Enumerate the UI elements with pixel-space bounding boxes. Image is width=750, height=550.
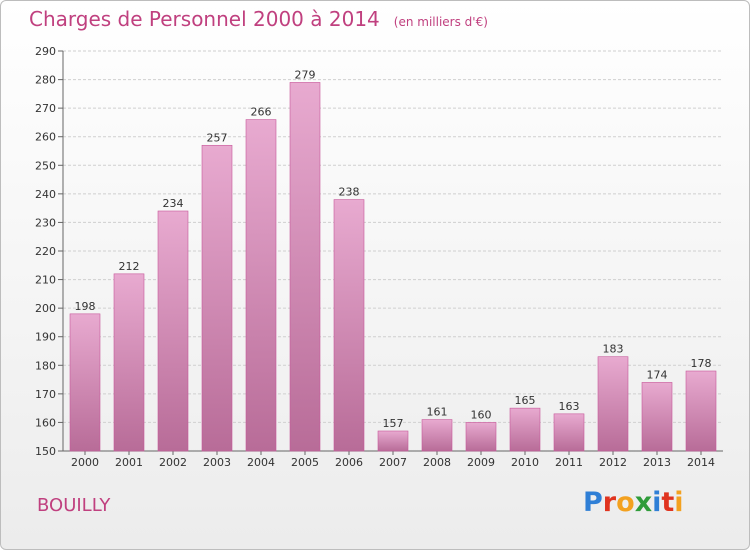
x-tick-label: 2007	[379, 456, 407, 469]
bar	[201, 144, 233, 452]
bar	[333, 199, 365, 452]
data-label: 257	[207, 131, 228, 144]
y-tick-label: 170	[35, 388, 56, 401]
data-label: 279	[295, 68, 316, 81]
x-tick-label: 2012	[599, 456, 627, 469]
bar	[465, 422, 497, 452]
bar	[69, 313, 101, 452]
chart-subtitle: (en milliers d'€)	[393, 15, 488, 29]
bar	[685, 370, 717, 452]
data-label: 234	[163, 197, 184, 210]
x-tick-label: 2000	[71, 456, 99, 469]
data-label: 165	[515, 394, 536, 407]
data-label: 238	[339, 186, 360, 199]
y-tick-label: 280	[35, 74, 56, 87]
y-tick-label: 220	[35, 245, 56, 258]
data-label: 161	[427, 406, 448, 419]
bar	[509, 407, 541, 452]
bar	[113, 273, 145, 452]
x-tick-labels: 2000 2001 2002 2003 2004 2005 2006 2007 2008 2009…	[71, 456, 715, 469]
data-label: 212	[119, 260, 140, 273]
x-tick-label: 2011	[555, 456, 583, 469]
y-tick-label: 210	[35, 274, 56, 287]
x-tick-label: 2006	[335, 456, 363, 469]
data-label: 163	[559, 400, 580, 413]
bar	[421, 419, 453, 452]
data-label: 157	[383, 417, 404, 430]
y-tick-label: 240	[35, 188, 56, 201]
bar	[289, 82, 321, 452]
data-label: 178	[691, 357, 712, 370]
x-tick-label: 2001	[115, 456, 143, 469]
commune-name: BOUILLY	[37, 495, 111, 516]
y-tick-label: 190	[35, 331, 56, 344]
x-tick-label: 2008	[423, 456, 451, 469]
x-tick-label: 2003	[203, 456, 231, 469]
chart-title-block: Charges de Personnel 2000 à 2014 (en mill…	[29, 7, 488, 31]
bar	[553, 413, 585, 452]
y-tick-label: 160	[35, 416, 56, 429]
chart-title: Charges de Personnel 2000 à 2014	[29, 7, 380, 31]
bars	[69, 82, 717, 452]
x-tick-label: 2010	[511, 456, 539, 469]
bar	[245, 119, 277, 452]
bar	[641, 382, 673, 452]
x-tick-label: 2009	[467, 456, 495, 469]
x-tick-label: 2013	[643, 456, 671, 469]
proxiti-logo: Proxiti	[583, 487, 684, 518]
y-tick-labels: 150 160 170 180 190 200 210 220 230 240 250 260 270 2…	[35, 45, 56, 458]
y-tick-label: 270	[35, 102, 56, 115]
bar	[377, 430, 409, 452]
y-tick-label: 290	[35, 45, 56, 58]
y-tick-label: 250	[35, 159, 56, 172]
x-tick-label: 2014	[687, 456, 715, 469]
x-tick-label: 2002	[159, 456, 187, 469]
bar	[597, 356, 629, 452]
data-labels: 198 212 234 257 266 279 238 157 161 160 165 163 183 1…	[75, 68, 712, 430]
bar	[157, 210, 189, 452]
data-label: 183	[603, 343, 624, 356]
data-label: 160	[471, 408, 492, 421]
y-tick-label: 150	[35, 445, 56, 458]
data-label: 198	[75, 300, 96, 313]
y-tick-label: 260	[35, 131, 56, 144]
y-tick-label: 180	[35, 359, 56, 372]
data-label: 266	[251, 106, 272, 119]
y-tick-label: 230	[35, 216, 56, 229]
x-tick-label: 2005	[291, 456, 319, 469]
x-tick-label: 2004	[247, 456, 275, 469]
data-label: 174	[647, 368, 668, 381]
y-tick-label: 200	[35, 302, 56, 315]
